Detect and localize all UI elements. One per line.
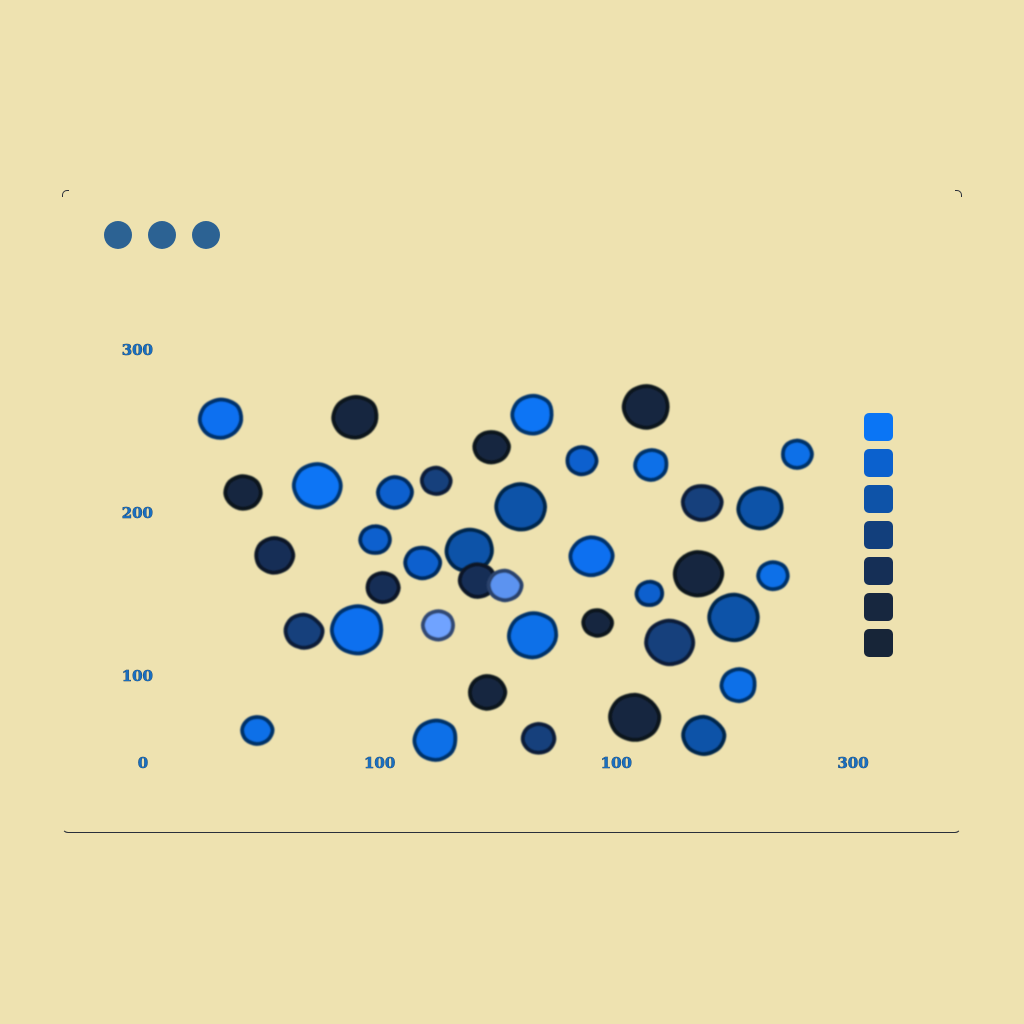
legend-swatch	[864, 413, 893, 441]
scatter-point	[644, 618, 696, 667]
scatter-point	[254, 536, 296, 575]
scatter-point	[756, 560, 790, 592]
legend-swatch	[864, 449, 893, 477]
x-tick-label: 300	[837, 754, 868, 772]
window-control-dot[interactable]	[192, 221, 220, 249]
scatter-point	[291, 462, 343, 510]
window-control-dot[interactable]	[104, 221, 132, 249]
x-tick-label: 100	[601, 754, 632, 772]
legend-swatch	[864, 557, 893, 585]
scatter-point	[736, 486, 784, 531]
legend-swatch	[864, 593, 893, 621]
y-tick-label: 300	[122, 341, 153, 359]
scatter-point	[672, 550, 725, 598]
ticks-layer: 0 100 100 300 100 200 300	[121, 341, 869, 773]
scatter-point	[486, 568, 524, 603]
points-layer	[197, 384, 814, 762]
scatter-point	[510, 393, 554, 436]
scatter-point	[457, 562, 498, 599]
scatter-point	[412, 718, 458, 762]
scatter-point	[681, 714, 727, 757]
scatter-point	[403, 545, 443, 581]
scatter-point	[358, 524, 392, 555]
scatter-point	[472, 430, 511, 465]
scatter-point	[420, 609, 456, 642]
x-tick-label: 100	[364, 754, 395, 772]
scatter-point	[634, 579, 665, 608]
legend-swatch	[864, 485, 893, 513]
scatter-point	[608, 692, 662, 742]
scatter-point	[581, 608, 615, 638]
color-legend	[864, 413, 893, 657]
panel-corner-top-right	[955, 190, 962, 197]
scatter-point	[780, 438, 814, 470]
scatter-point	[520, 722, 557, 755]
scatter-point	[494, 482, 547, 532]
scatter-point	[621, 384, 670, 430]
legend-swatch	[864, 629, 893, 657]
scatter-point	[468, 674, 508, 711]
scatter-point	[329, 604, 384, 656]
window-control-dot[interactable]	[148, 221, 176, 249]
scatter-point	[719, 667, 757, 704]
chart-panel	[62, 190, 961, 833]
scatter-point	[507, 611, 559, 660]
panel-corner-top-left	[62, 190, 69, 197]
y-tick-label: 200	[122, 504, 153, 522]
legend-swatch	[864, 521, 893, 549]
scatter-point	[375, 475, 414, 510]
scatter-point	[707, 592, 760, 643]
scatter-point	[365, 571, 401, 605]
scatter-point	[633, 448, 669, 482]
scatter-point	[240, 715, 275, 746]
scatter-point	[223, 474, 263, 511]
scatter-point	[197, 397, 244, 440]
scatter-point	[419, 465, 453, 496]
scatter-point	[283, 612, 325, 650]
scatter-point	[568, 535, 615, 578]
y-tick-label: 100	[122, 667, 153, 685]
x-tick-label: 0	[138, 754, 148, 772]
scatter-point	[565, 445, 599, 477]
scatter-point	[680, 484, 724, 522]
scatter-point	[331, 394, 379, 440]
